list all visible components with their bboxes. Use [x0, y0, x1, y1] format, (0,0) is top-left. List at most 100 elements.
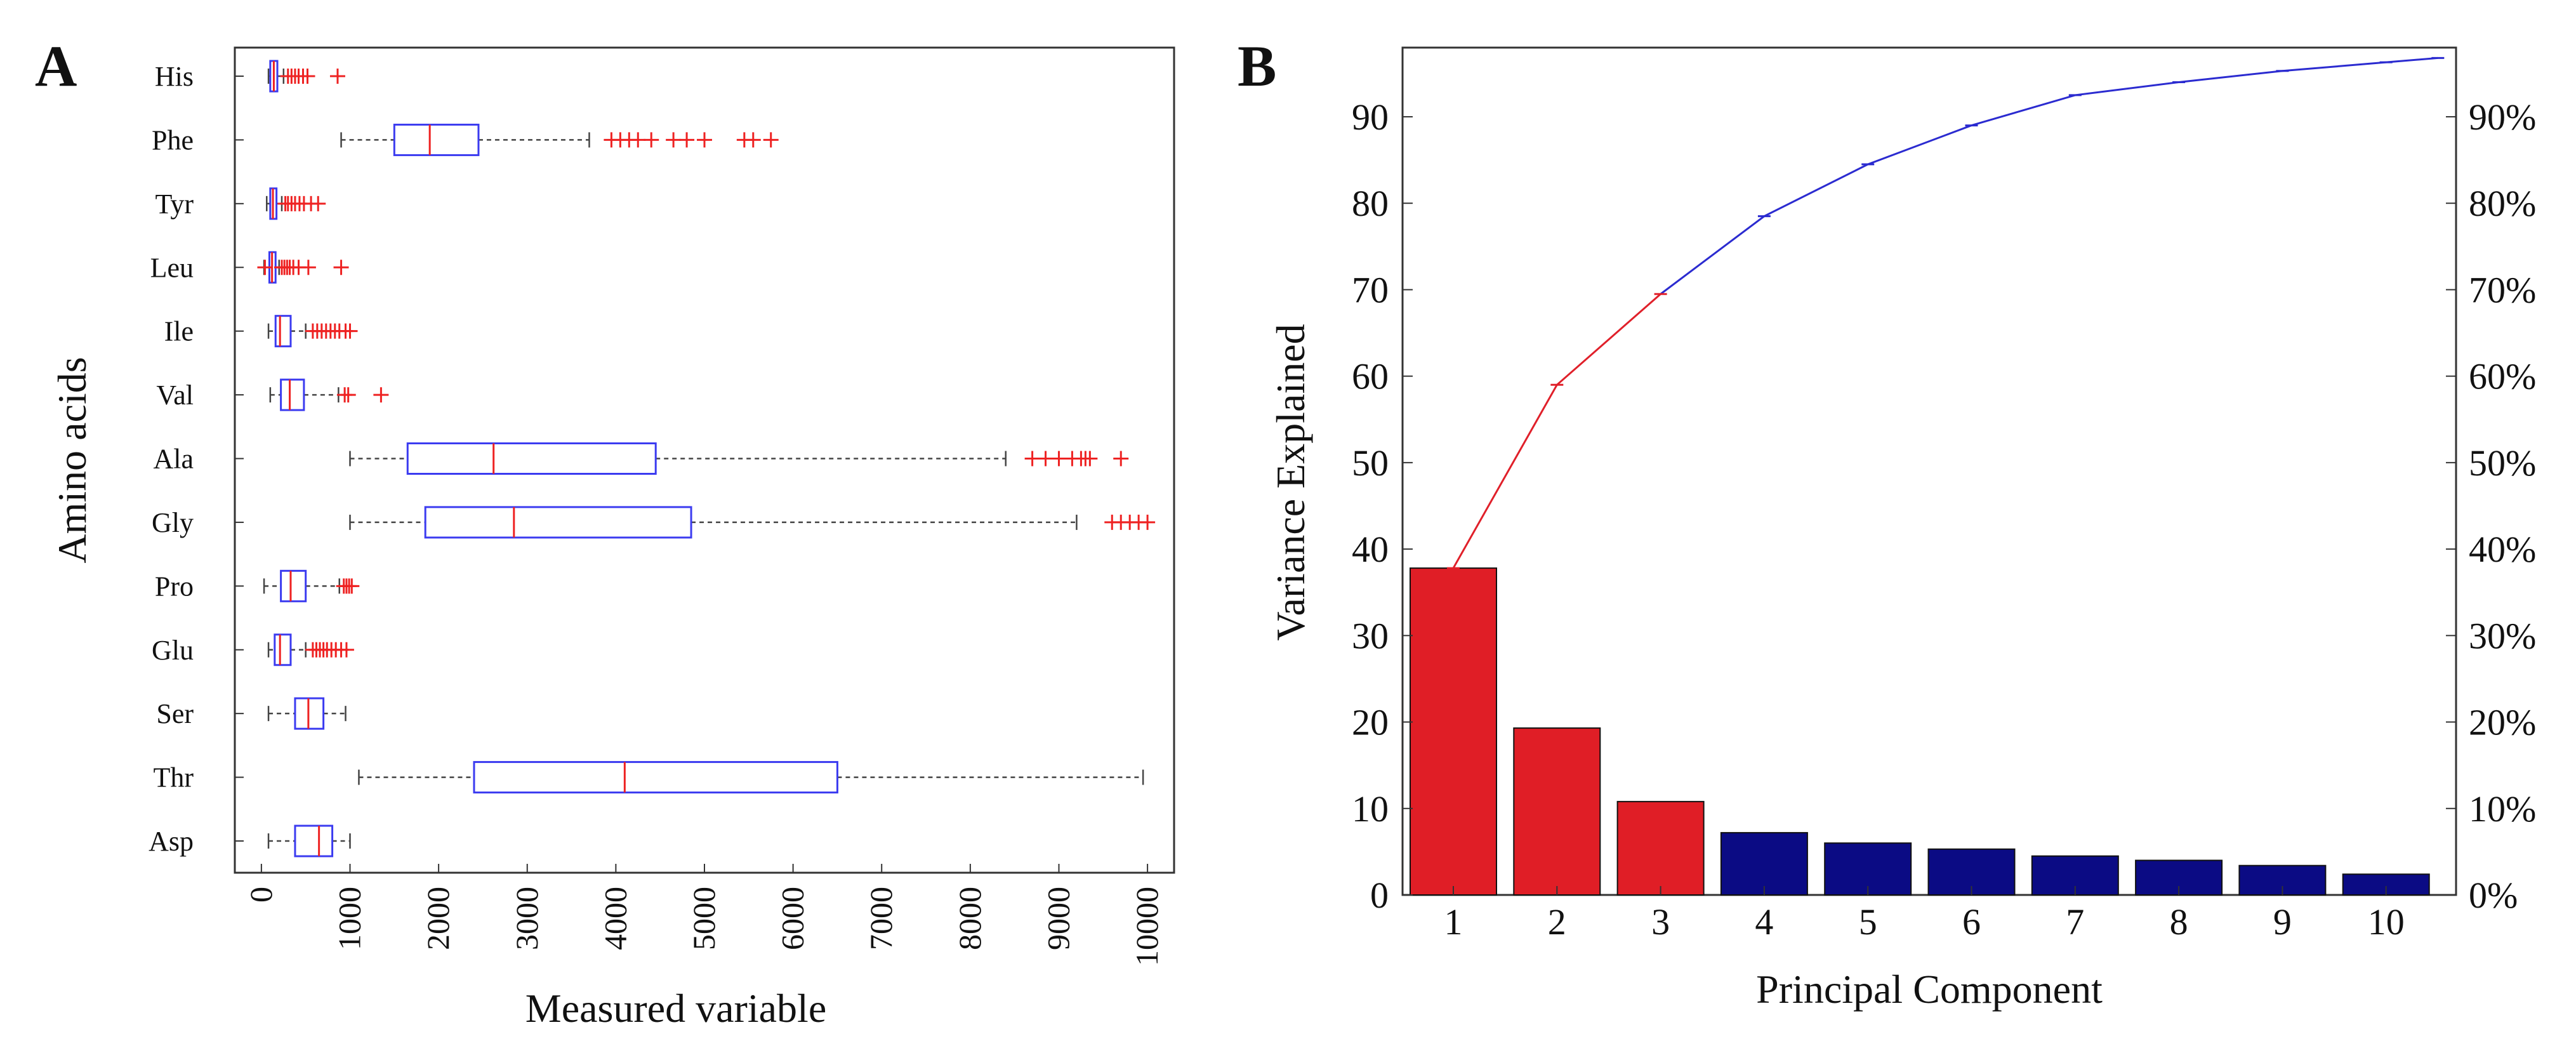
- cumulative-line-red-segment: [1452, 293, 1661, 569]
- panel-b-right-tick-90%: 90%: [2469, 96, 2536, 138]
- bar-pc-3: [1616, 800, 1705, 896]
- panel-a-category-ile: Ile: [164, 316, 194, 347]
- panel-a-category-glu: Glu: [152, 635, 194, 666]
- panel-a-box-gly: [349, 506, 1156, 539]
- iqr-box: [393, 123, 480, 156]
- iqr-box: [280, 378, 305, 411]
- panel-a-xtick-label-0: 0: [243, 887, 279, 903]
- panel-b-right-tick-0%: 0%: [2469, 875, 2518, 916]
- panel-a-box-ser: [267, 697, 347, 730]
- outlier-marker: [373, 387, 389, 403]
- outlier-marker: [1024, 451, 1040, 467]
- outlier-marker: [257, 260, 273, 275]
- panel-b-xtick-label-3: 3: [1651, 901, 1670, 943]
- panel-b-y-axis-title: Variance Explained: [1268, 324, 1313, 640]
- panel-b-xtick-label-1: 1: [1444, 901, 1463, 943]
- panel-b-xtick-label-2: 2: [1548, 901, 1566, 943]
- panel-a-box-val: [269, 378, 389, 411]
- panel-a-box-ile: [267, 315, 358, 348]
- panel-a-category-ser: Ser: [156, 698, 194, 729]
- panel-b-xtick-label-6: 6: [1962, 901, 1981, 943]
- outlier-marker: [300, 69, 315, 84]
- panel-b-xtick-label-8: 8: [2170, 901, 2188, 943]
- outlier-marker: [310, 195, 326, 211]
- panel-b-xtick-label-4: 4: [1755, 901, 1773, 943]
- panel-a-category-phe: Phe: [152, 124, 194, 156]
- panel-a-category-gly: Gly: [152, 507, 194, 538]
- outlier-marker: [300, 260, 316, 275]
- bar-pc-1: [1410, 567, 1497, 896]
- outlier-marker: [763, 132, 779, 148]
- panel-b-left-tick-20: 20: [1352, 702, 1389, 743]
- panel-a-box-his: [267, 60, 345, 93]
- panel-a-label: A: [35, 34, 77, 98]
- iqr-box: [424, 506, 692, 539]
- panel-a-box-pro: [263, 569, 360, 602]
- outlier-marker: [342, 323, 358, 339]
- outlier-marker: [697, 132, 712, 148]
- panel-a-category-tyr: Tyr: [155, 189, 194, 220]
- outlier-marker: [679, 132, 695, 148]
- panel-b-xtick-label-5: 5: [1859, 901, 1877, 943]
- panel-b-pareto: B Principal Component Variance Explained…: [1238, 34, 2536, 1012]
- outlier-marker: [344, 578, 360, 594]
- panel-a-box-asp: [267, 824, 351, 857]
- panel-a-category-val: Val: [156, 380, 194, 411]
- outlier-marker: [630, 132, 646, 148]
- panel-a-xtick-label-2000: 2000: [420, 887, 456, 950]
- panel-b-left-tick-70: 70: [1352, 269, 1389, 310]
- panel-a-category-ala: Ala: [153, 444, 194, 475]
- bar-pc-10: [2342, 873, 2430, 896]
- panel-a-xtick-label-10000: 10000: [1129, 887, 1165, 966]
- panel-b-right-tick-50%: 50%: [2469, 442, 2536, 484]
- panel-a-box-phe: [340, 123, 779, 156]
- panel-a-category-thr: Thr: [153, 762, 194, 793]
- panel-b-left-tick-80: 80: [1352, 183, 1389, 224]
- panel-a-y-axis-title: Amino acids: [50, 357, 95, 563]
- outlier-marker: [338, 642, 354, 658]
- panel-a-category-asp: Asp: [149, 826, 194, 857]
- panel-a-box-leu: [257, 251, 349, 284]
- panel-a-xtick-label-3000: 3000: [509, 887, 545, 950]
- panel-a-category-his: His: [155, 61, 194, 92]
- panel-a-xtick-label-4000: 4000: [597, 887, 633, 950]
- panel-b-left-tick-0: 0: [1370, 875, 1389, 916]
- panel-b-left-tick-60: 60: [1352, 356, 1389, 397]
- outlier-marker: [1113, 451, 1129, 467]
- panel-a-category-pro: Pro: [155, 571, 194, 602]
- outlier-marker: [666, 132, 682, 148]
- panel-b-right-tick-10%: 10%: [2469, 788, 2536, 830]
- panel-b-left-tick-90: 90: [1352, 96, 1389, 138]
- panel-b-label: B: [1238, 34, 1276, 98]
- panel-b-right-tick-30%: 30%: [2469, 615, 2536, 656]
- iqr-box: [274, 633, 292, 666]
- panel-a-box-ala: [349, 442, 1129, 475]
- panel-b-right-tick-40%: 40%: [2469, 529, 2536, 570]
- panel-a-xtick-label-6000: 6000: [775, 887, 810, 950]
- outlier-marker: [745, 132, 761, 148]
- panel-a-category-leu: Leu: [150, 252, 194, 283]
- panel-a-x-axis-title: Measured variable: [525, 986, 826, 1031]
- iqr-box: [473, 761, 838, 794]
- panel-b-left-tick-30: 30: [1352, 615, 1389, 656]
- panel-b-xtick-label-10: 10: [2368, 901, 2405, 943]
- bar-pc-4: [1720, 831, 1808, 896]
- panel-b-right-tick-60%: 60%: [2469, 356, 2536, 397]
- outlier-marker: [644, 132, 659, 148]
- panel-b-x-axis-title: Principal Component: [1756, 967, 2103, 1012]
- iqr-box: [280, 569, 307, 602]
- panel-b-xtick-label-7: 7: [2066, 901, 2084, 943]
- panel-b-right-tick-80%: 80%: [2469, 183, 2536, 224]
- panel-a-xtick-label-7000: 7000: [863, 887, 899, 950]
- panel-a-xtick-label-5000: 5000: [686, 887, 722, 950]
- panel-a-xtick-label-9000: 9000: [1040, 887, 1076, 950]
- panel-a-xtick-label-1000: 1000: [332, 887, 367, 950]
- outlier-marker: [333, 260, 349, 275]
- cumulative-line-blue-segment: [1660, 56, 2438, 295]
- outlier-marker: [1140, 514, 1156, 530]
- panel-b-left-tick-40: 40: [1352, 529, 1389, 570]
- panel-b-xtick-label-9: 9: [2273, 901, 2292, 943]
- panel-b-right-tick-20%: 20%: [2469, 702, 2536, 743]
- outlier-marker: [1051, 451, 1067, 467]
